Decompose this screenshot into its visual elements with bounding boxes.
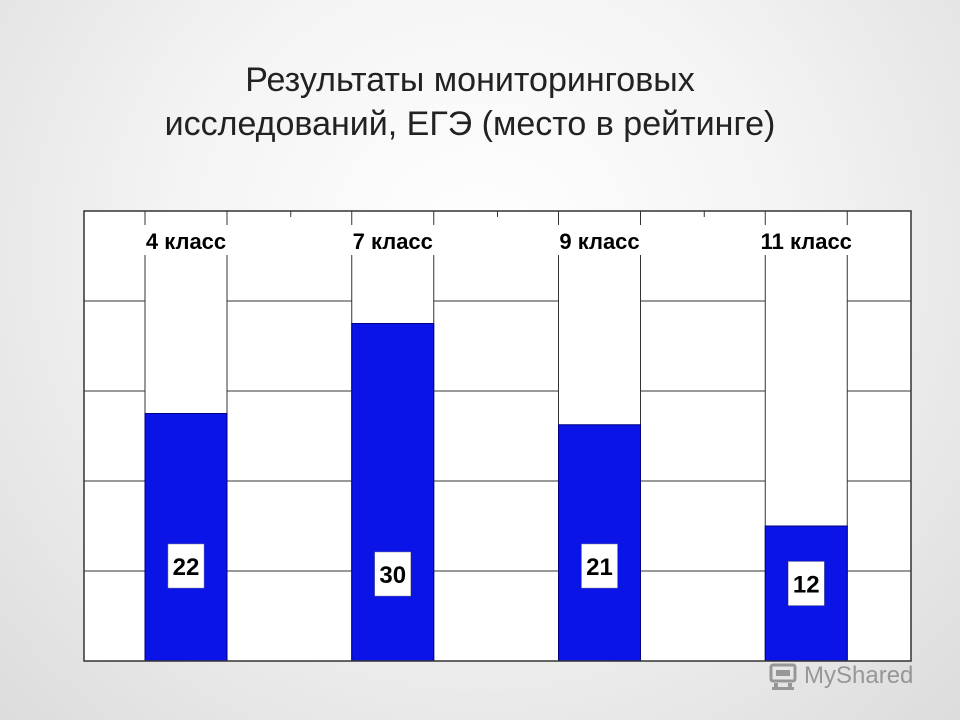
- category-label: 4 класс: [146, 229, 226, 254]
- bar: [144, 413, 228, 662]
- category-label-box: [344, 225, 441, 255]
- category-label: 7 класс: [353, 229, 433, 254]
- bar: [558, 424, 641, 662]
- plot-border: [83, 210, 912, 662]
- value-label: 30: [379, 562, 406, 589]
- value-label-box: [581, 543, 618, 589]
- watermark-text: MyShared: [804, 662, 914, 689]
- bar: [351, 323, 435, 662]
- value-label-box: [374, 551, 411, 597]
- value-label-box: [788, 561, 825, 606]
- category-label: 11 класс: [761, 229, 852, 254]
- value-label: 21: [586, 554, 613, 581]
- watermark: MyShared: [768, 658, 948, 694]
- category-label-box: [138, 225, 234, 255]
- page-title: Результаты мониторинговых исследований, …: [0, 58, 940, 146]
- category-label-box: [551, 225, 648, 255]
- myshared-logo-icon: [768, 661, 798, 691]
- category-label-box: [752, 225, 861, 255]
- value-label-box: [167, 543, 205, 589]
- title-line-1: Результаты мониторинговых: [245, 61, 695, 99]
- value-label: 22: [173, 554, 200, 581]
- title-line-2: исследований, ЕГЭ (место в рейтинге): [164, 105, 776, 143]
- category-label: 9 класс: [559, 229, 639, 254]
- value-label: 12: [793, 572, 820, 599]
